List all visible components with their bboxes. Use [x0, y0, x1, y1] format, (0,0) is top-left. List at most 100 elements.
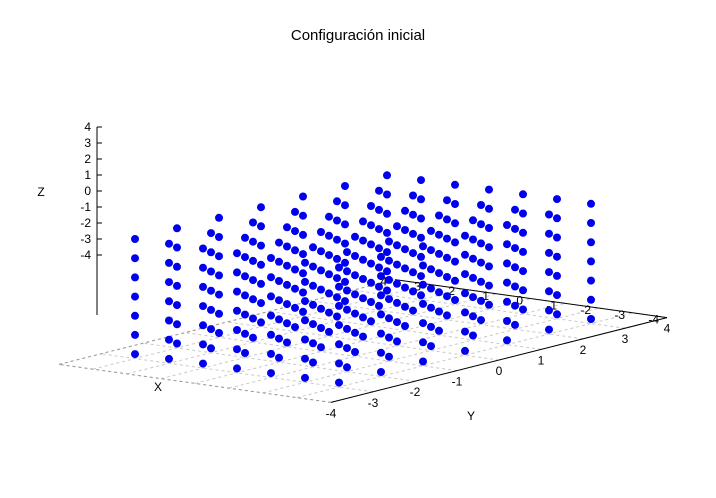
data-point [587, 315, 595, 323]
data-point [485, 185, 493, 194]
data-point [309, 300, 317, 309]
data-point [275, 238, 283, 247]
grid-line-y [310, 300, 584, 340]
data-point [173, 339, 181, 348]
data-point [199, 282, 207, 291]
data-point [173, 224, 181, 233]
data-point [215, 213, 223, 222]
data-point [283, 338, 291, 347]
data-point [417, 233, 425, 242]
z-tick-label: -3 [80, 232, 91, 246]
data-point [377, 291, 385, 300]
data-point [485, 262, 493, 271]
data-point [257, 318, 265, 327]
data-point [317, 247, 325, 256]
data-point [249, 218, 257, 227]
data-point [131, 254, 139, 263]
y-axis-label: Y [467, 409, 475, 423]
data-point [511, 224, 519, 233]
data-point [343, 286, 351, 295]
data-point [241, 310, 249, 319]
data-point [341, 220, 349, 229]
data-point [283, 261, 291, 270]
data-point [375, 205, 383, 214]
data-point [199, 340, 207, 349]
data-point [503, 317, 511, 325]
data-point [165, 354, 173, 363]
data-point [291, 303, 299, 312]
z-tick-label: 4 [84, 120, 91, 134]
data-point [485, 243, 493, 252]
data-point [301, 277, 309, 286]
data-point [241, 329, 249, 338]
data-point [299, 307, 307, 316]
data-point [553, 271, 561, 280]
data-point [291, 323, 299, 332]
data-point [341, 277, 349, 286]
data-point [503, 336, 511, 345]
data-point [419, 338, 427, 347]
data-point [341, 258, 349, 267]
data-point [343, 363, 351, 372]
data-point [461, 231, 469, 240]
grid-line-x [126, 288, 464, 375]
data-point [267, 311, 275, 320]
data-point [301, 316, 309, 325]
data-point [131, 311, 139, 320]
data-point [215, 271, 223, 280]
data-point [335, 282, 343, 291]
data-point [435, 326, 443, 335]
data-point [545, 325, 553, 334]
data-point [309, 320, 317, 329]
data-point [545, 248, 553, 257]
data-point [215, 252, 223, 261]
data-point [165, 316, 173, 325]
data-point [393, 241, 401, 250]
y-tick-label: 2 [580, 343, 587, 357]
data-point [351, 290, 359, 299]
x-tick-label: -2 [580, 303, 591, 317]
data-point [249, 256, 257, 265]
data-point [385, 275, 393, 284]
data-point [393, 279, 401, 288]
data-point [401, 206, 409, 215]
data-point [443, 273, 451, 281]
data-point [461, 289, 469, 298]
z-tick-label: 2 [84, 152, 91, 166]
data-point [299, 250, 307, 259]
y-tick-label: -4 [326, 406, 337, 420]
data-point [545, 229, 553, 238]
data-point [335, 359, 343, 368]
y-axis-ticks: 4 3 2 1 0 -1 -2 -3 -4 [326, 322, 671, 421]
grid-line-y [226, 321, 500, 361]
data-point [477, 201, 485, 209]
data-point [451, 296, 459, 304]
data-point [519, 247, 527, 256]
data-point [301, 258, 309, 267]
data-point [325, 212, 333, 221]
data-point [199, 359, 207, 368]
data-point [249, 295, 257, 304]
data-point [469, 331, 477, 340]
data-point [343, 267, 351, 276]
data-point [469, 293, 477, 302]
x-axis-line [394, 279, 668, 319]
data-point [519, 209, 527, 218]
data-point [309, 243, 317, 252]
data-point [427, 342, 435, 351]
data-point [131, 330, 139, 339]
data-point [333, 312, 341, 321]
data-point [469, 273, 477, 282]
x-tick-label: 4 [380, 275, 387, 289]
data-point [427, 226, 435, 235]
data-point [207, 305, 215, 314]
data-point [385, 352, 393, 361]
data-point [173, 320, 181, 329]
data-point [309, 339, 317, 348]
data-point [383, 190, 391, 199]
data-point [393, 337, 401, 346]
data-point [359, 332, 367, 341]
data-point [299, 211, 307, 220]
data-point [291, 284, 299, 293]
